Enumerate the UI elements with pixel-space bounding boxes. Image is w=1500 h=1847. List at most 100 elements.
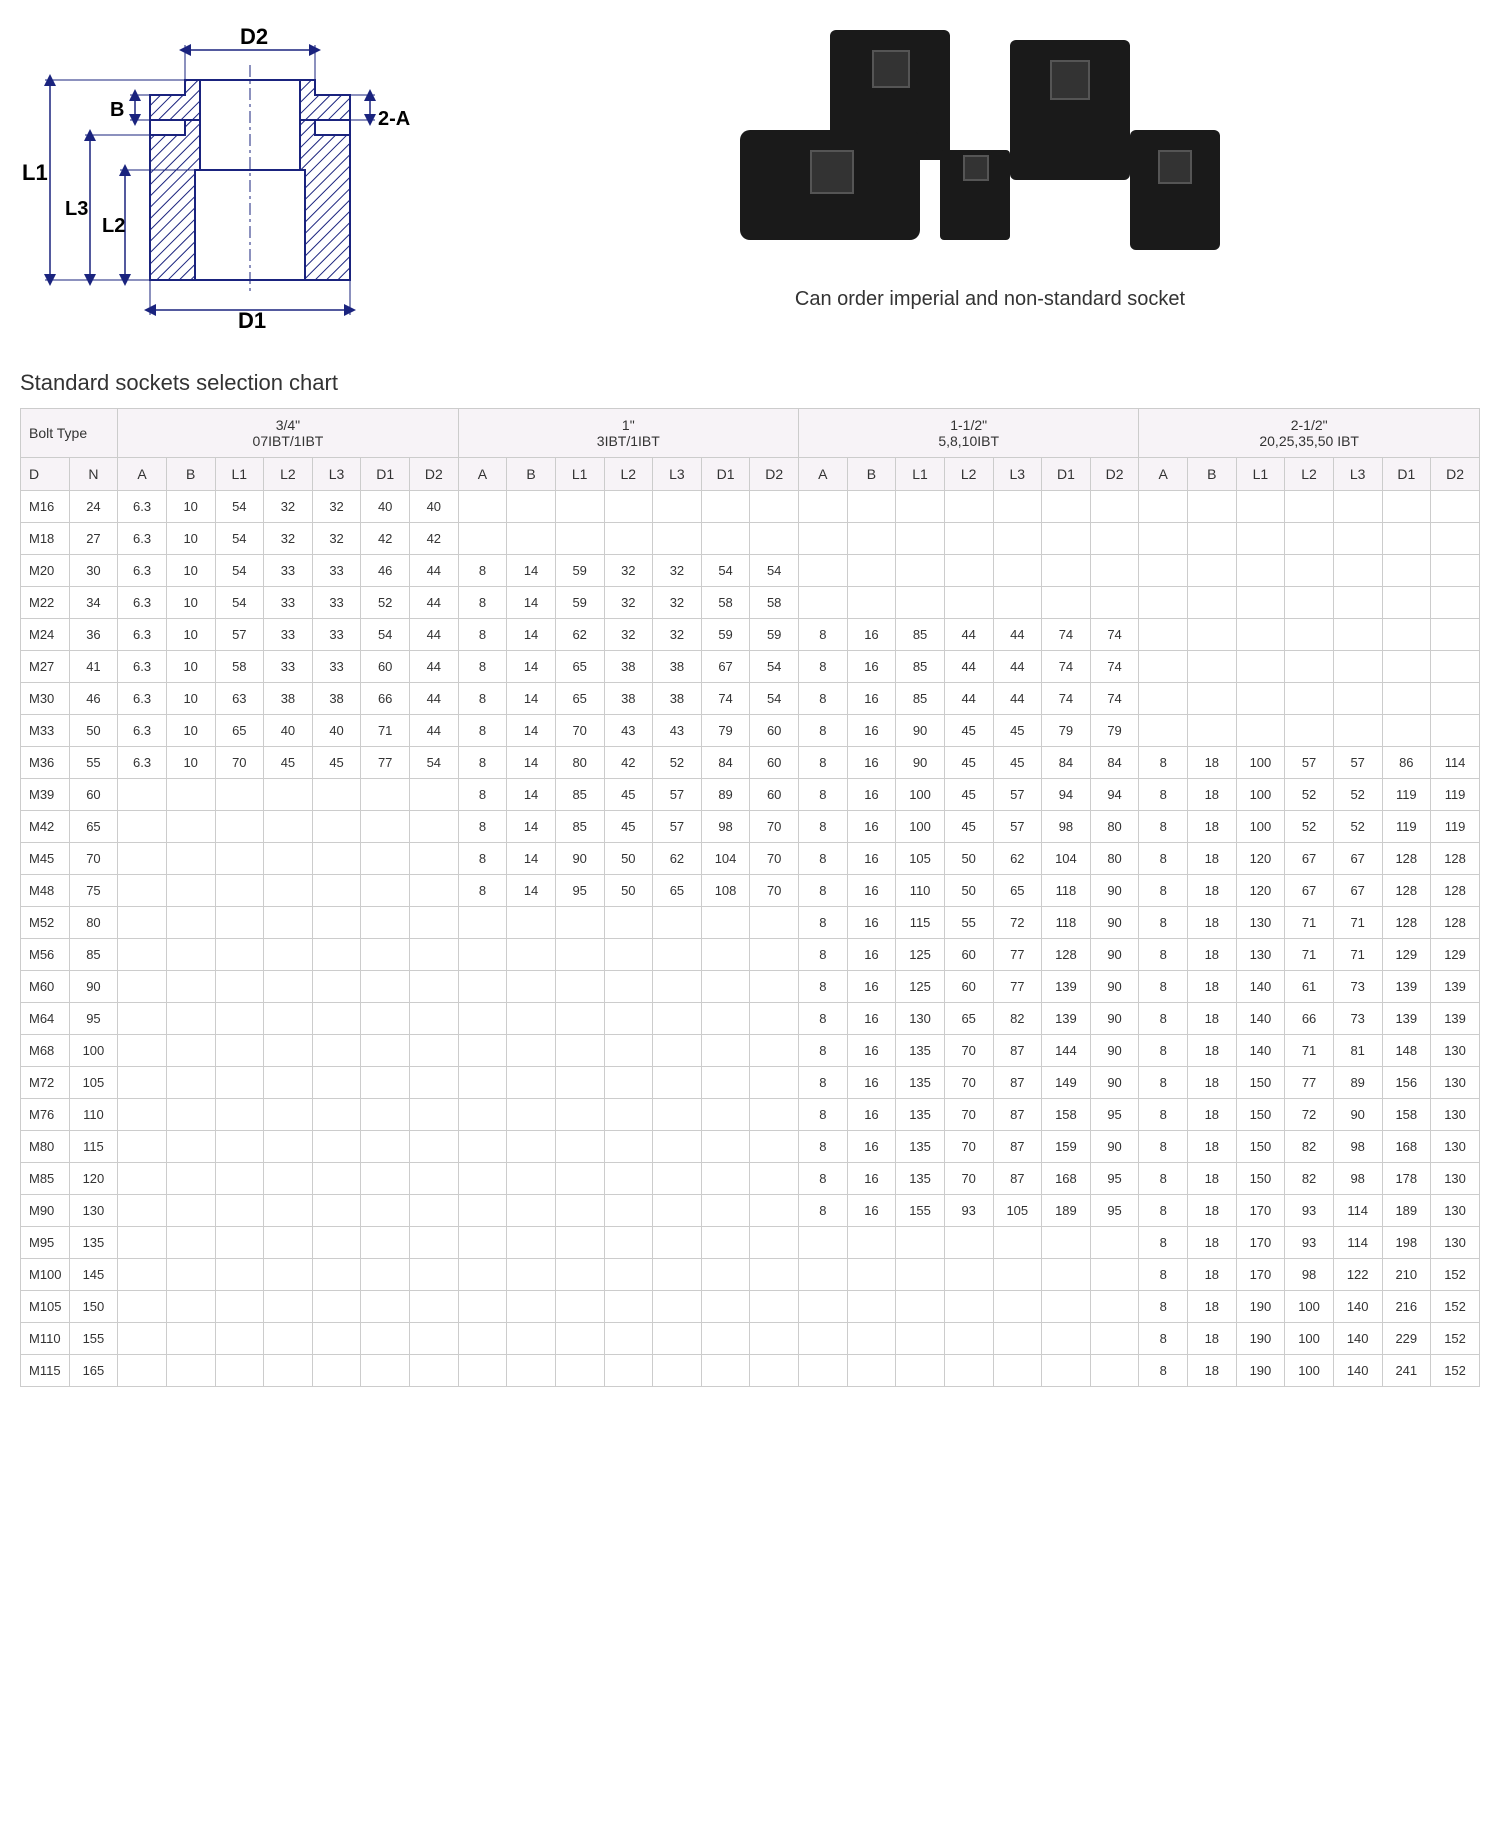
cell bbox=[1090, 587, 1139, 619]
cell: 8 bbox=[799, 939, 848, 971]
cell: 16 bbox=[847, 779, 896, 811]
cell bbox=[896, 1355, 945, 1387]
dim-d1: D1 bbox=[238, 308, 266, 330]
cell: 32 bbox=[264, 523, 313, 555]
cell: 84 bbox=[1090, 747, 1139, 779]
cell: 14 bbox=[507, 875, 556, 907]
cell bbox=[653, 1291, 702, 1323]
cell: 90 bbox=[555, 843, 604, 875]
cell: 16 bbox=[847, 747, 896, 779]
cell: 44 bbox=[944, 619, 993, 651]
cell: 16 bbox=[847, 843, 896, 875]
col-N: N bbox=[69, 458, 118, 491]
cell bbox=[750, 1099, 799, 1131]
table-row: M18276.3105432324242 bbox=[21, 523, 1480, 555]
cell: 40 bbox=[264, 715, 313, 747]
cell-n: 135 bbox=[69, 1227, 118, 1259]
cell bbox=[361, 875, 410, 907]
cell: 104 bbox=[701, 843, 750, 875]
cell: 52 bbox=[1333, 811, 1382, 843]
cell bbox=[604, 1163, 653, 1195]
cell bbox=[410, 779, 459, 811]
cell-n: 50 bbox=[69, 715, 118, 747]
cell: 100 bbox=[896, 811, 945, 843]
cell: 79 bbox=[1090, 715, 1139, 747]
cell: 241 bbox=[1382, 1355, 1431, 1387]
table-row: M487581495506510870816110506511890818120… bbox=[21, 875, 1480, 907]
cell bbox=[215, 811, 264, 843]
cell: 18 bbox=[1188, 1227, 1237, 1259]
cell-d: M24 bbox=[21, 619, 70, 651]
cell: 62 bbox=[653, 843, 702, 875]
cell: 80 bbox=[555, 747, 604, 779]
cell: 98 bbox=[1333, 1131, 1382, 1163]
cell bbox=[750, 491, 799, 523]
cell bbox=[701, 1323, 750, 1355]
cell: 45 bbox=[993, 715, 1042, 747]
table-row: M90130816155931051899581817093114189130 bbox=[21, 1195, 1480, 1227]
cell: 87 bbox=[993, 1131, 1042, 1163]
cell: 139 bbox=[1382, 971, 1431, 1003]
cell-n: 55 bbox=[69, 747, 118, 779]
cell: 8 bbox=[1139, 1099, 1188, 1131]
cell-d: M95 bbox=[21, 1227, 70, 1259]
cell bbox=[312, 971, 361, 1003]
cell: 158 bbox=[1042, 1099, 1091, 1131]
cell bbox=[166, 779, 215, 811]
col-D2: D2 bbox=[1431, 458, 1480, 491]
cell bbox=[1042, 1323, 1091, 1355]
cell: 8 bbox=[1139, 1291, 1188, 1323]
cell bbox=[799, 1323, 848, 1355]
cell: 8 bbox=[799, 971, 848, 1003]
cell bbox=[312, 1067, 361, 1099]
cell: 33 bbox=[312, 619, 361, 651]
cell: 98 bbox=[1333, 1163, 1382, 1195]
cell bbox=[944, 1291, 993, 1323]
table-row: M396081485455789608161004557949481810052… bbox=[21, 779, 1480, 811]
cell bbox=[118, 1067, 167, 1099]
cell bbox=[410, 971, 459, 1003]
table-row: M52808161155572118908181307171128128 bbox=[21, 907, 1480, 939]
cell: 70 bbox=[944, 1163, 993, 1195]
cell bbox=[118, 1003, 167, 1035]
col-L1: L1 bbox=[1236, 458, 1285, 491]
cell bbox=[312, 1163, 361, 1195]
cell-n: 65 bbox=[69, 811, 118, 843]
cell: 58 bbox=[701, 587, 750, 619]
cell: 14 bbox=[507, 715, 556, 747]
cell: 8 bbox=[1139, 1035, 1188, 1067]
cell bbox=[312, 843, 361, 875]
cell: 60 bbox=[750, 747, 799, 779]
cell: 128 bbox=[1382, 875, 1431, 907]
cell: 10 bbox=[166, 523, 215, 555]
cell bbox=[653, 1099, 702, 1131]
cell: 130 bbox=[896, 1003, 945, 1035]
table-row: M105150818190100140216152 bbox=[21, 1291, 1480, 1323]
cell-d: M39 bbox=[21, 779, 70, 811]
cell: 44 bbox=[944, 651, 993, 683]
cell: 10 bbox=[166, 587, 215, 619]
cell bbox=[1188, 555, 1237, 587]
cell bbox=[118, 1131, 167, 1163]
cell: 18 bbox=[1188, 811, 1237, 843]
cell bbox=[1090, 491, 1139, 523]
cell bbox=[361, 1323, 410, 1355]
cell bbox=[507, 1131, 556, 1163]
cell: 190 bbox=[1236, 1323, 1285, 1355]
cell bbox=[701, 491, 750, 523]
cell bbox=[1382, 555, 1431, 587]
cell: 43 bbox=[604, 715, 653, 747]
cell: 14 bbox=[507, 843, 556, 875]
col-D1: D1 bbox=[1042, 458, 1091, 491]
cell-n: 100 bbox=[69, 1035, 118, 1067]
cell: 90 bbox=[1090, 1067, 1139, 1099]
table-row: M10014581817098122210152 bbox=[21, 1259, 1480, 1291]
cell: 59 bbox=[701, 619, 750, 651]
cell bbox=[410, 1163, 459, 1195]
cell bbox=[944, 587, 993, 619]
cell: 14 bbox=[507, 811, 556, 843]
cell: 52 bbox=[653, 747, 702, 779]
cell: 57 bbox=[993, 779, 1042, 811]
cell bbox=[118, 843, 167, 875]
cell bbox=[410, 1099, 459, 1131]
